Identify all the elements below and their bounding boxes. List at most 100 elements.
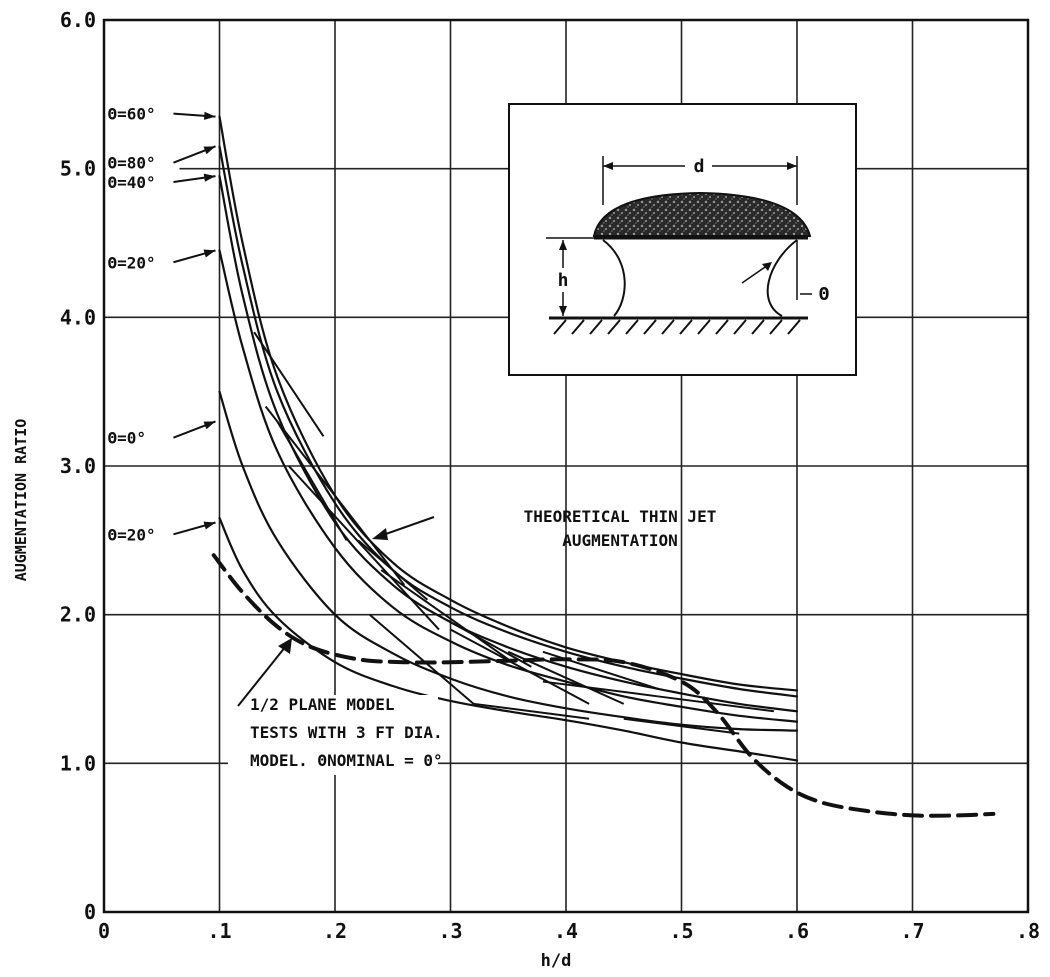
inset-d-arrow-left	[603, 162, 613, 170]
curve-segment	[380, 569, 509, 661]
model-label-line1: 1/2 PLANE MODEL	[250, 695, 395, 714]
curve-segment	[623, 717, 740, 735]
model-arrow	[237, 645, 287, 707]
x-tick-label: .3	[438, 919, 462, 943]
hatch-line	[553, 319, 567, 335]
curve-segment	[264, 405, 336, 497]
tick-labels: 0 .1 .2 .3 .4 .5 .6 .7 .8 0 1.0 2.0 3.0 4.0 5.0 6.0	[60, 8, 1040, 943]
model-label-bg	[228, 695, 438, 775]
curve-label-bg	[105, 102, 180, 125]
curve-segment	[357, 539, 429, 601]
hatch-line	[715, 319, 729, 335]
inset-h-label: h	[558, 270, 569, 291]
curve-label-arrowhead	[203, 173, 216, 182]
y-tick-label: 0	[84, 900, 96, 924]
curve-label: Θ=40°	[107, 173, 155, 192]
curve-segment	[288, 465, 440, 631]
curve-label-arrowhead	[203, 111, 216, 120]
inset-h-arrow-top	[559, 240, 567, 250]
axes	[102, 18, 1030, 914]
curve-label: Θ=20°	[107, 525, 155, 544]
hatch-line	[589, 319, 603, 335]
hatch-line	[661, 319, 675, 335]
short-curve-segments	[253, 331, 775, 735]
series-curve	[218, 175, 799, 713]
curve-segment	[473, 702, 590, 720]
hatch-line	[643, 319, 657, 335]
y-tick-label: 4.0	[60, 305, 96, 329]
x-axis-label: h/d	[541, 951, 572, 971]
model-label-line3: MODEL. ΘNOMINAL = 0°	[250, 751, 443, 770]
theory-dashed-curve	[211, 553, 996, 818]
curve-label-arrowhead	[203, 249, 216, 258]
curve-label: Θ=0°	[107, 429, 146, 448]
hatch-line	[697, 319, 711, 335]
inset-theta-arrowhead	[762, 262, 772, 271]
model-label-line2: TESTS WITH 3 FT DIA.	[250, 723, 443, 742]
curve-label-bg	[105, 170, 180, 193]
series-curve	[218, 390, 799, 732]
curve-segment	[658, 695, 775, 713]
x-tick-label: .5	[669, 919, 693, 943]
series-curve	[218, 115, 799, 692]
series-curve	[218, 516, 799, 762]
curve-label: Θ=60°	[107, 105, 155, 124]
series-curve	[218, 145, 799, 698]
hatch-line	[787, 319, 801, 335]
curve-segment	[542, 650, 659, 690]
theory-arrowhead	[372, 528, 388, 540]
y-tick-label: 1.0	[60, 751, 96, 775]
y-axis-label: AUGMENTATION RATIO	[12, 419, 30, 582]
model-arrowhead	[278, 638, 292, 654]
inset-body	[592, 191, 812, 237]
hatch-line	[679, 319, 693, 335]
series-curve	[218, 249, 799, 723]
plot-frame	[102, 18, 1030, 914]
curve-segment	[542, 680, 659, 698]
curve-segment	[450, 628, 590, 705]
hatch-line	[625, 319, 639, 335]
curve-label-bg	[105, 151, 180, 174]
x-tick-label: .2	[323, 919, 347, 943]
hatch-line	[607, 319, 621, 335]
inset-d-arrow-right	[787, 162, 797, 170]
x-tick-label: .1	[207, 919, 231, 943]
curve-label-bg	[105, 426, 180, 449]
curve-label: Θ=20°	[107, 253, 155, 272]
x-tick-label: .4	[554, 919, 578, 943]
theory-label-line2: AUGMENTATION	[562, 531, 678, 550]
series-lines	[211, 115, 996, 818]
curve-segment	[507, 650, 625, 705]
y-tick-label: 2.0	[60, 603, 96, 627]
y-tick-label: 3.0	[60, 454, 96, 478]
y-tick-label: 5.0	[60, 157, 96, 181]
theory-annotation: THEORETICAL THIN JET AUGMENTATION	[372, 507, 716, 550]
inset-diagram: d h Θ	[508, 103, 857, 376]
curve-label-arrowhead	[203, 146, 216, 155]
hatch-line	[733, 319, 747, 335]
model-annotation: 1/2 PLANE MODEL TESTS WITH 3 FT DIA. MOD…	[228, 638, 443, 775]
inset-d-label: d	[694, 156, 705, 177]
x-tick-label: .6	[785, 919, 809, 943]
x-tick-label: 0	[98, 919, 110, 943]
inset-theta-label: Θ	[819, 284, 830, 305]
y-tick-label: 6.0	[60, 8, 96, 32]
inset-ground-hatching	[553, 319, 801, 335]
curve-labels: Θ=60° Θ=80°Θ=40° Θ=20° Θ=0° Θ=20°	[105, 102, 216, 546]
curve-label: Θ=80°	[107, 154, 155, 173]
inset-jet-right	[766, 239, 798, 317]
hatch-line	[769, 319, 783, 335]
theory-arrow	[379, 516, 435, 537]
x-tick-label: .8	[1016, 919, 1040, 943]
curve-segment	[253, 331, 325, 437]
curve-segment	[450, 621, 532, 668]
curve-label-bg	[105, 251, 180, 274]
inset-jet-left	[602, 239, 626, 317]
curve-segment	[368, 613, 475, 705]
curve-label-arrowhead	[203, 421, 216, 430]
curve-segment	[276, 420, 348, 541]
inset-theta-pointer	[741, 264, 769, 284]
hatch-line	[571, 319, 585, 335]
x-tick-label: .7	[900, 919, 924, 943]
